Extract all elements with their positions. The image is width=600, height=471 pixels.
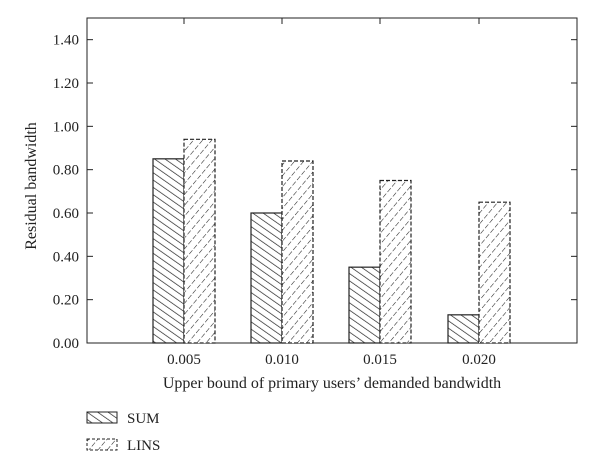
bar-sum-0.005 <box>152 158 185 344</box>
bars <box>152 138 511 344</box>
y-tick-label: 1.40 <box>53 33 79 49</box>
x-tick-label: 0.005 <box>167 352 201 368</box>
y-tick-label: 0.60 <box>53 206 79 222</box>
legend-label-sum: SUM <box>127 411 160 427</box>
y-axis-ticks: 0.00 0.20 0.40 0.60 0.80 1.00 1.20 1.40 <box>53 33 577 352</box>
y-tick-label: 0.00 <box>53 336 79 352</box>
bar-lins-0.005 <box>183 138 216 344</box>
y-tick-label: 1.20 <box>53 76 79 92</box>
x-tick-label: 0.015 <box>363 352 397 368</box>
y-axis-label: Residual bandwidth <box>23 122 40 250</box>
x-axis-ticks: 0.005 0.010 0.015 0.020 <box>167 18 496 368</box>
y-tick-label: 0.20 <box>53 293 79 309</box>
bar-lins-0.010 <box>281 160 314 344</box>
plot-frame <box>86 17 578 344</box>
bar-lins-0.015 <box>379 179 412 344</box>
legend-swatch-lins <box>86 438 118 451</box>
y-tick-label: 1.00 <box>53 119 79 135</box>
bar-sum-0.010 <box>250 212 283 344</box>
legend-swatch-sum <box>86 411 118 424</box>
bar-sum-0.020 <box>447 314 480 344</box>
legend: SUM LINS <box>86 411 160 454</box>
plot-area <box>86 17 578 344</box>
bar-sum-0.015 <box>348 266 381 344</box>
x-axis-label: Upper bound of primary users’ demanded b… <box>163 375 501 392</box>
x-tick-label: 0.010 <box>265 352 299 368</box>
bar-lins-0.020 <box>478 201 511 344</box>
y-tick-label: 0.40 <box>53 249 79 265</box>
y-tick-label: 0.80 <box>53 163 79 179</box>
x-tick-label: 0.020 <box>462 352 496 368</box>
legend-label-lins: LINS <box>127 438 160 454</box>
